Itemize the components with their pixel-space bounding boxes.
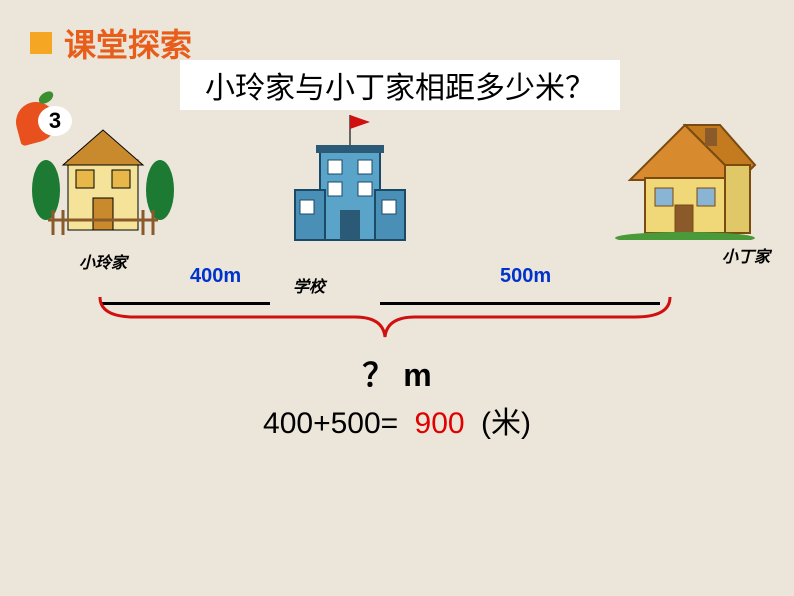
carrot-leaf-icon (37, 89, 56, 106)
badge-number: 3 (38, 106, 72, 136)
question-mark-text: ？ m (362, 357, 431, 393)
slide-header: 课堂探索 (30, 20, 192, 66)
header-title: 课堂探索 (64, 20, 192, 66)
house-xiaoding: 小丁家 (610, 110, 760, 245)
unknown-distance: ？ m (0, 350, 794, 396)
carrot-badge: 3 (16, 102, 60, 146)
house-school (290, 110, 410, 255)
house-xiaoling: 3 小玲家 (28, 110, 178, 273)
equation-row: 400+500= 900 (米) (0, 398, 794, 442)
school-building-icon (290, 110, 410, 250)
distance-label-2: 500m (500, 265, 551, 288)
xiaoling-label: 小玲家 (28, 249, 178, 273)
xiaoding-label: 小丁家 (722, 243, 770, 267)
xiaoding-house-icon (610, 110, 760, 240)
distance-label-1: 400m (190, 265, 241, 288)
curly-bracket-icon (95, 292, 675, 342)
question-box: 小玲家与小丁家相距多少米？ (180, 60, 620, 110)
equation-result: 900 (415, 407, 465, 440)
equation-unit: (米) (481, 407, 531, 440)
equation-lhs: 400+500= (263, 407, 398, 440)
header-bullet-square (30, 32, 52, 54)
question-text: 小玲家与小丁家相距多少米？ (205, 63, 595, 107)
